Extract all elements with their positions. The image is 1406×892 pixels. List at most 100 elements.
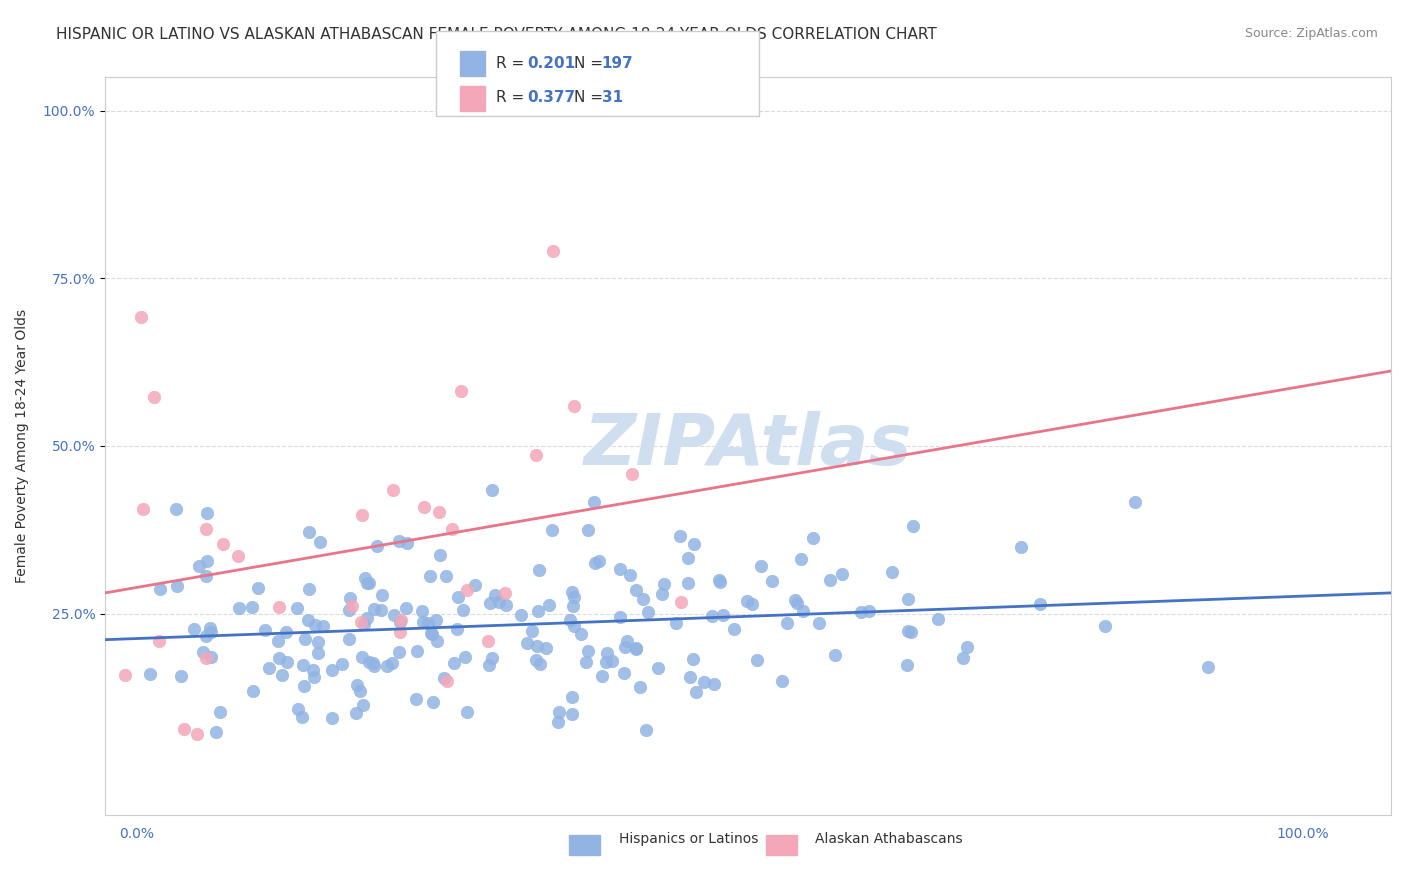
- Point: [165, 502, 187, 516]
- Point: [173, 723, 195, 737]
- Point: [312, 619, 335, 633]
- Point: [370, 603, 392, 617]
- Point: [703, 677, 725, 691]
- Point: [267, 600, 290, 615]
- Point: [564, 590, 586, 604]
- Point: [200, 649, 222, 664]
- Point: [197, 554, 219, 568]
- Point: [451, 602, 474, 616]
- Point: [129, 310, 152, 324]
- Point: [526, 640, 548, 654]
- Point: [619, 567, 641, 582]
- Text: ZIPAtlas: ZIPAtlas: [583, 411, 912, 481]
- Text: 100.0%: 100.0%: [1277, 828, 1329, 841]
- Point: [307, 646, 329, 660]
- Text: N =: N =: [574, 55, 607, 70]
- Point: [366, 540, 388, 554]
- Text: 197: 197: [602, 55, 634, 70]
- Point: [200, 621, 222, 635]
- Point: [927, 612, 949, 626]
- Point: [429, 548, 451, 562]
- Point: [395, 601, 418, 615]
- Point: [956, 640, 979, 654]
- Text: Alaskan Athabascans: Alaskan Athabascans: [815, 832, 963, 846]
- Point: [396, 536, 419, 550]
- Point: [709, 575, 731, 590]
- Point: [307, 634, 329, 648]
- Point: [683, 537, 706, 551]
- Point: [139, 667, 162, 681]
- Point: [529, 563, 551, 577]
- Point: [426, 633, 449, 648]
- Point: [561, 690, 583, 704]
- Point: [420, 626, 443, 640]
- Point: [434, 569, 457, 583]
- Point: [679, 670, 702, 684]
- Point: [723, 623, 745, 637]
- Point: [700, 609, 723, 624]
- Point: [456, 705, 478, 719]
- Point: [211, 537, 233, 551]
- Point: [575, 655, 598, 669]
- Text: Hispanics or Latinos: Hispanics or Latinos: [619, 832, 758, 846]
- Point: [547, 714, 569, 729]
- Point: [344, 706, 367, 720]
- Text: N =: N =: [574, 90, 607, 105]
- Point: [337, 632, 360, 646]
- Point: [636, 723, 658, 737]
- Point: [292, 679, 315, 693]
- Point: [783, 593, 806, 607]
- Point: [609, 562, 631, 576]
- Point: [228, 601, 250, 615]
- Point: [267, 633, 290, 648]
- Point: [583, 556, 606, 570]
- Point: [271, 668, 294, 682]
- Point: [166, 579, 188, 593]
- Point: [858, 603, 880, 617]
- Point: [479, 596, 502, 610]
- Point: [1010, 540, 1032, 554]
- Point: [440, 522, 463, 536]
- Point: [389, 613, 412, 627]
- Point: [524, 652, 547, 666]
- Point: [808, 616, 831, 631]
- Text: HISPANIC OR LATINO VS ALASKAN ATHABASCAN FEMALE POVERTY AMONG 18-24 YEAR OLDS CO: HISPANIC OR LATINO VS ALASKAN ATHABASCAN…: [56, 27, 936, 42]
- Point: [267, 651, 290, 665]
- Point: [613, 665, 636, 680]
- Point: [624, 582, 647, 597]
- Point: [651, 587, 673, 601]
- Point: [294, 632, 316, 646]
- Point: [377, 658, 399, 673]
- Point: [628, 680, 651, 694]
- Point: [353, 571, 375, 585]
- Point: [749, 558, 772, 573]
- Point: [488, 595, 510, 609]
- Point: [356, 575, 378, 590]
- Point: [478, 658, 501, 673]
- Point: [527, 604, 550, 618]
- Point: [616, 633, 638, 648]
- Point: [422, 695, 444, 709]
- Text: 0.201: 0.201: [527, 55, 575, 70]
- Point: [669, 595, 692, 609]
- Point: [228, 549, 250, 564]
- Point: [682, 652, 704, 666]
- Point: [520, 624, 543, 639]
- Point: [337, 603, 360, 617]
- Point: [624, 641, 647, 656]
- Point: [897, 591, 920, 606]
- Point: [824, 648, 846, 662]
- Point: [711, 608, 734, 623]
- Point: [880, 565, 903, 579]
- Point: [741, 597, 763, 611]
- Point: [247, 581, 270, 595]
- Point: [477, 634, 499, 648]
- Point: [669, 529, 692, 543]
- Point: [183, 622, 205, 636]
- Point: [149, 582, 172, 596]
- Point: [569, 626, 592, 640]
- Point: [529, 657, 551, 671]
- Point: [541, 244, 564, 258]
- Point: [685, 685, 707, 699]
- Point: [412, 500, 434, 514]
